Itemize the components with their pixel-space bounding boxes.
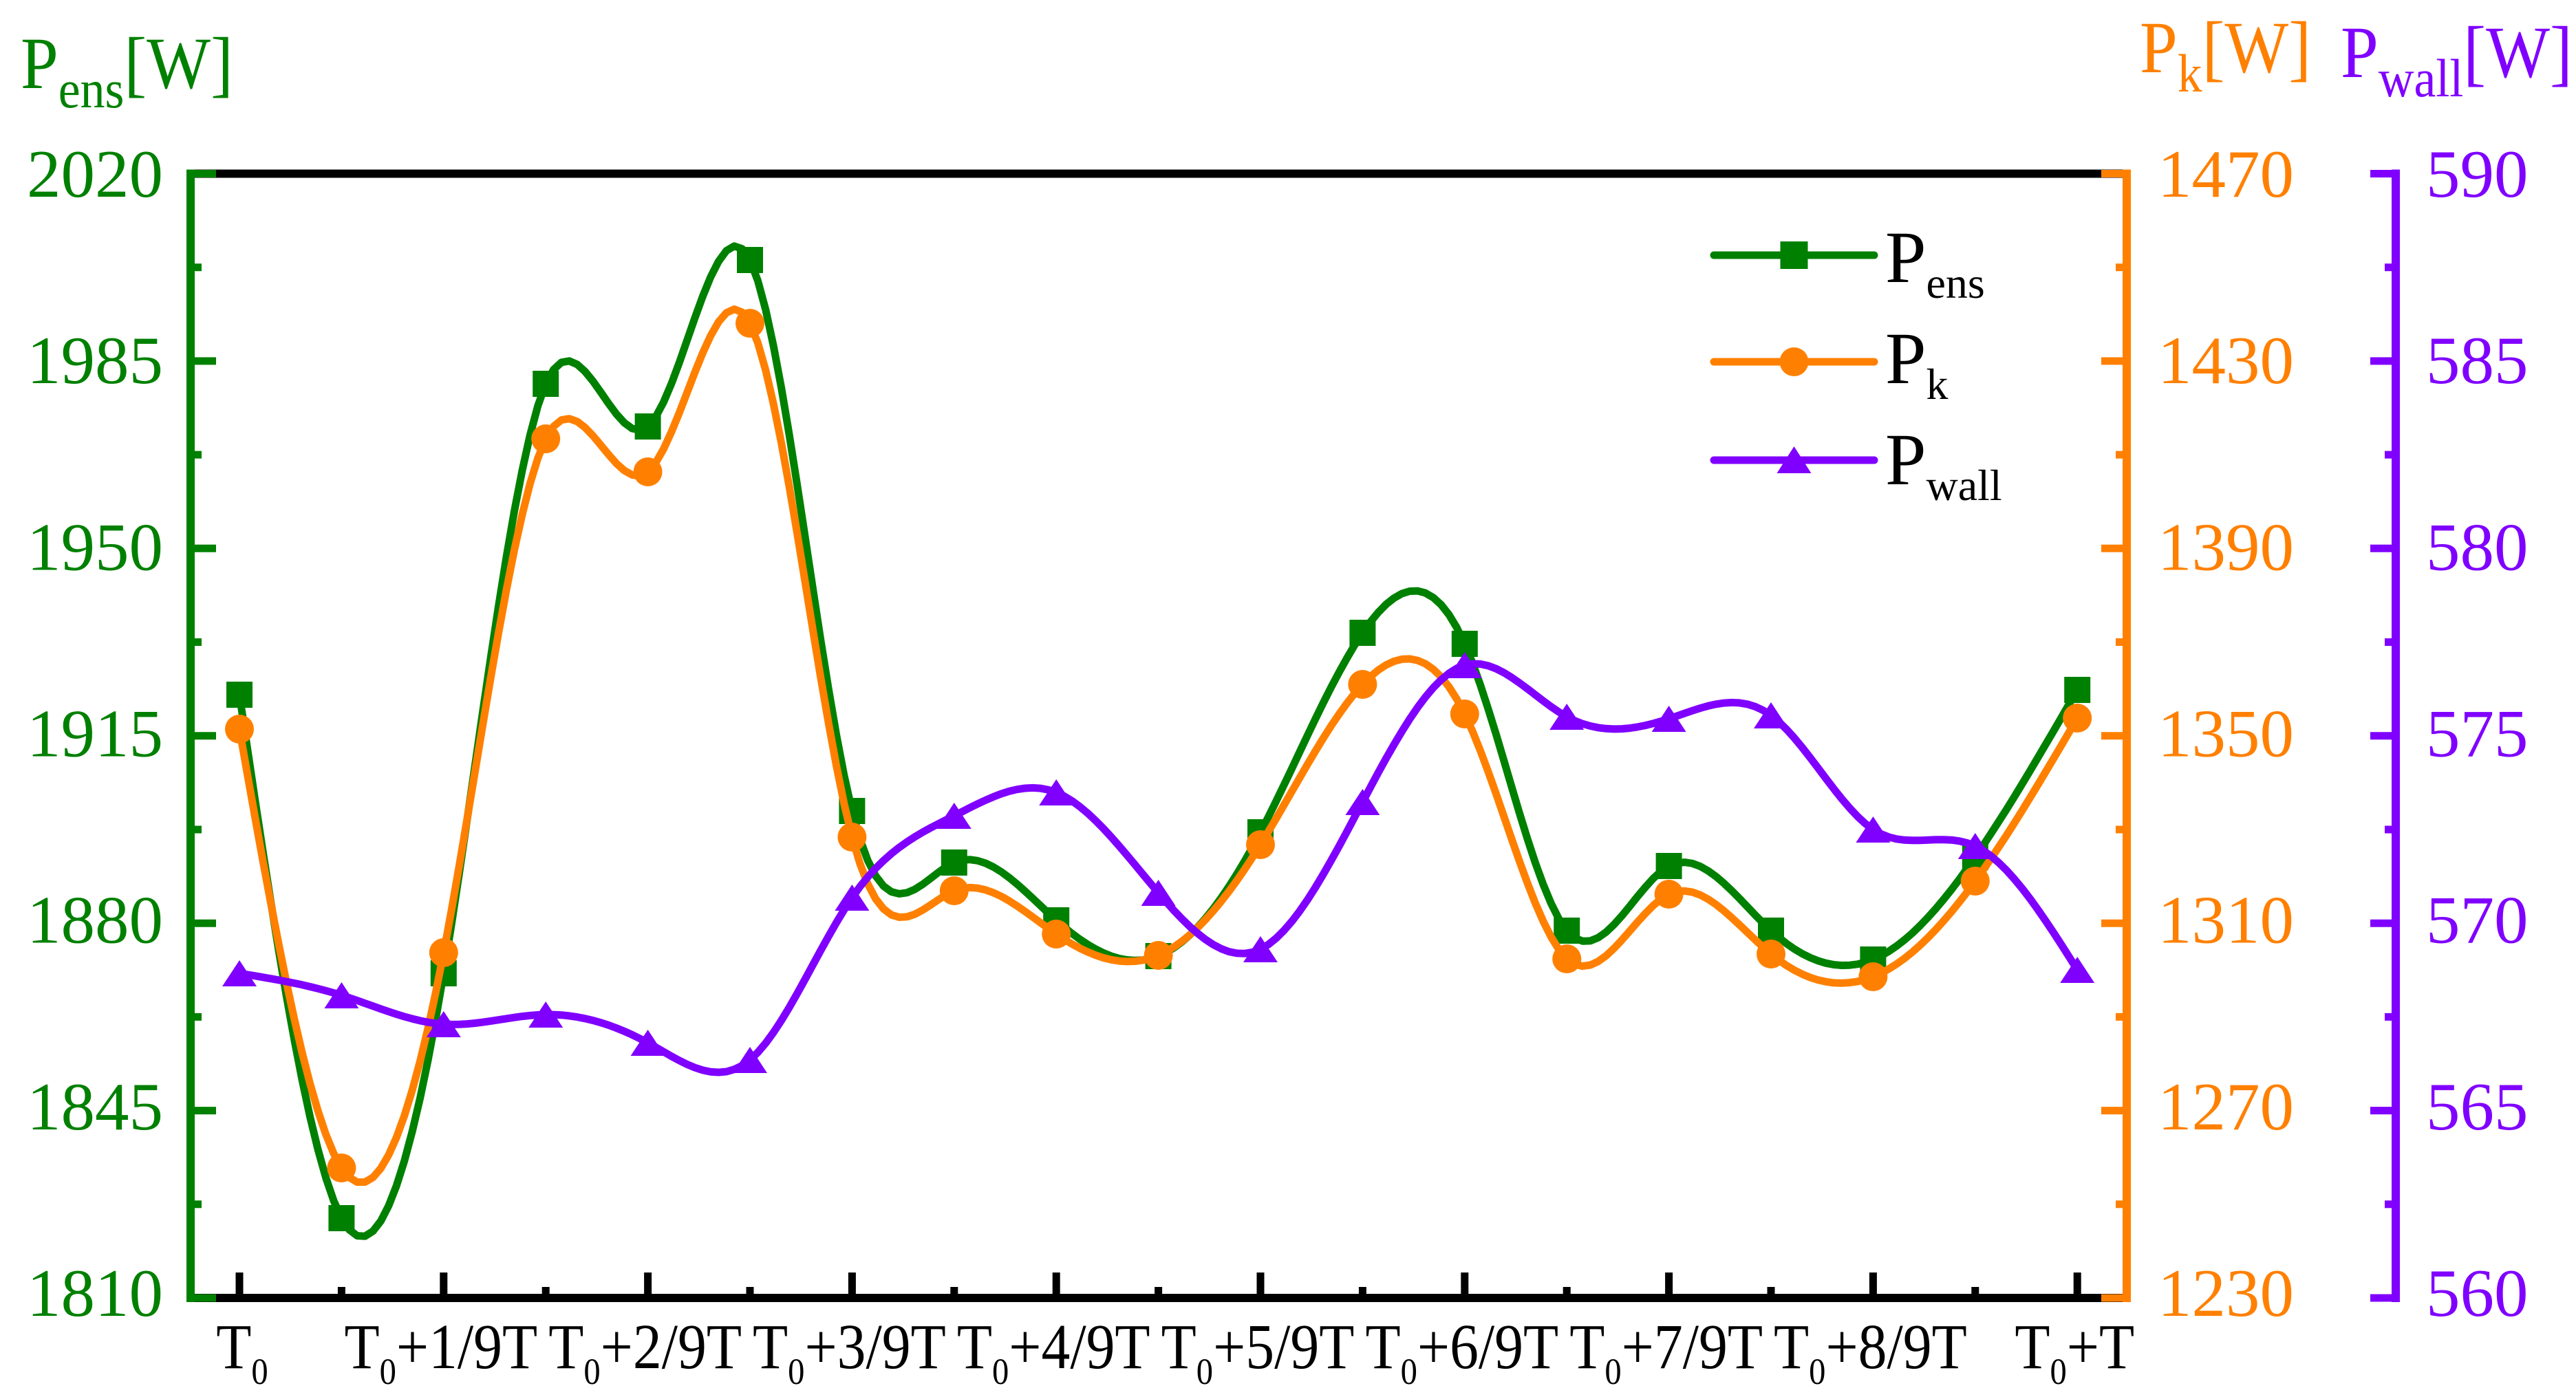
svg-text:1915: 1915 xyxy=(27,697,163,772)
svg-text:T0+5/9T: T0+5/9T xyxy=(1161,1312,1355,1393)
svg-text:T0+7/9T: T0+7/9T xyxy=(1569,1312,1763,1393)
svg-text:590: 590 xyxy=(2426,137,2529,212)
svg-text:Pk[W]: Pk[W] xyxy=(2140,7,2311,103)
svg-text:580: 580 xyxy=(2426,510,2529,585)
svg-text:1845: 1845 xyxy=(27,1070,163,1145)
svg-text:T0+8/9T: T0+8/9T xyxy=(1774,1312,1967,1393)
svg-text:1985: 1985 xyxy=(27,323,163,398)
svg-text:585: 585 xyxy=(2426,323,2529,398)
svg-text:560: 560 xyxy=(2426,1256,2529,1331)
svg-text:2020: 2020 xyxy=(27,137,163,212)
svg-text:Pens[W]: Pens[W] xyxy=(21,23,233,119)
svg-text:T0+6/9T: T0+6/9T xyxy=(1365,1312,1558,1393)
svg-text:1880: 1880 xyxy=(27,883,163,958)
svg-text:T0+3/9T: T0+3/9T xyxy=(753,1312,946,1393)
svg-text:Pens: Pens xyxy=(1885,217,1985,307)
svg-text:T0+1/9T: T0+1/9T xyxy=(344,1312,537,1393)
svg-text:1810: 1810 xyxy=(27,1256,163,1331)
svg-text:1950: 1950 xyxy=(27,510,163,585)
svg-text:570: 570 xyxy=(2426,883,2529,958)
svg-text:1270: 1270 xyxy=(2158,1070,2294,1145)
svg-text:565: 565 xyxy=(2426,1070,2529,1145)
svg-text:1350: 1350 xyxy=(2158,697,2294,772)
svg-text:T0+4/9T: T0+4/9T xyxy=(957,1312,1150,1393)
svg-text:1430: 1430 xyxy=(2158,323,2294,398)
svg-text:575: 575 xyxy=(2426,697,2529,772)
svg-text:1470: 1470 xyxy=(2158,137,2294,212)
svg-text:T0+T: T0+T xyxy=(2015,1312,2134,1393)
svg-text:1390: 1390 xyxy=(2158,510,2294,585)
svg-text:T0+2/9T: T0+2/9T xyxy=(548,1312,742,1393)
svg-text:1310: 1310 xyxy=(2158,883,2294,958)
svg-text:1230: 1230 xyxy=(2158,1256,2294,1331)
